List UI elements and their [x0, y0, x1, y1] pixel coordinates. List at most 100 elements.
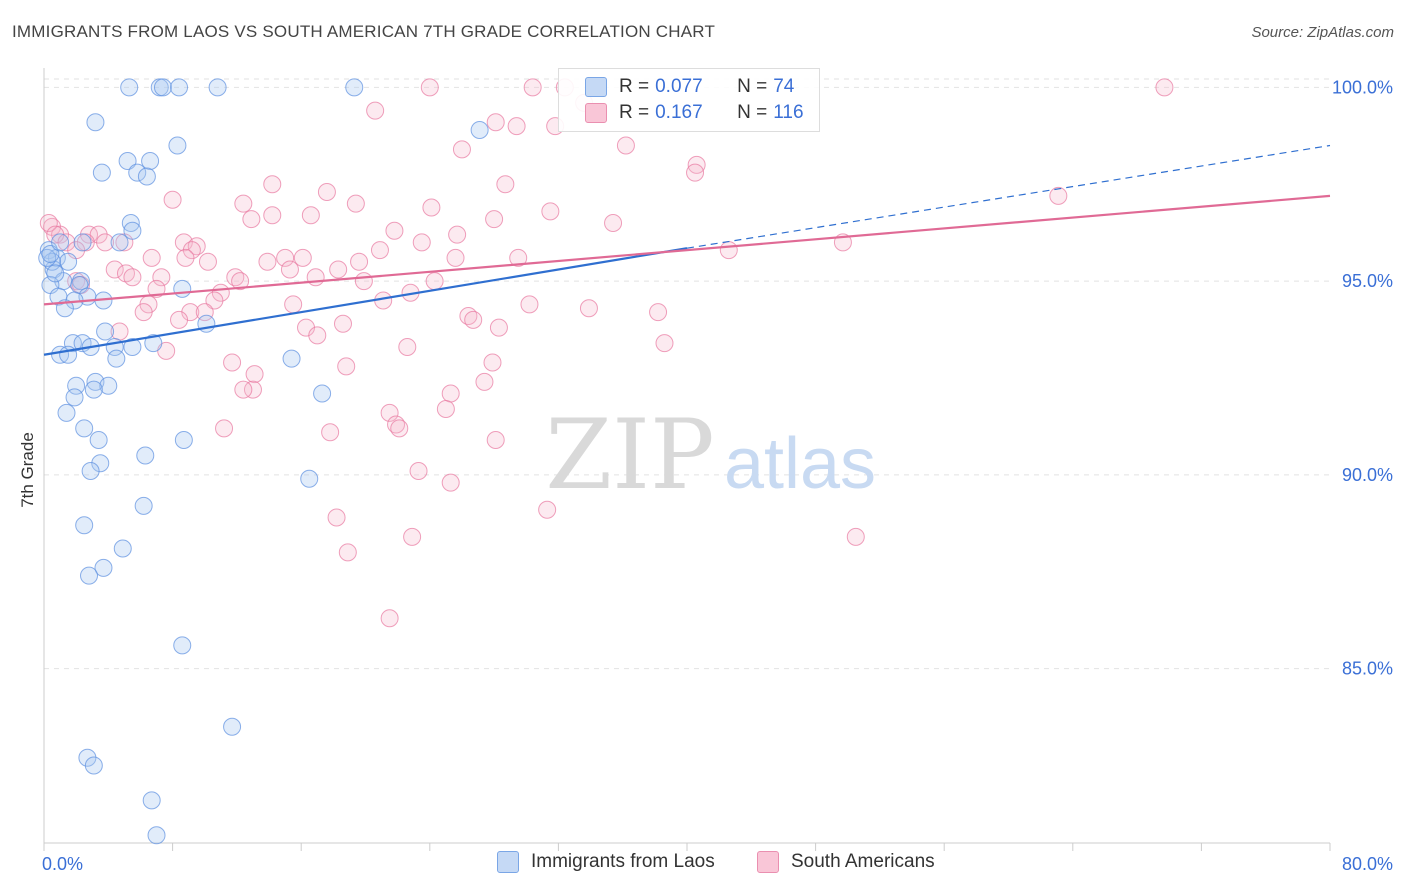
point-0-9 [141, 152, 160, 170]
series-laos-points [38, 78, 489, 845]
point-0-64 [41, 245, 60, 263]
point-0-49 [75, 419, 94, 438]
point-1-13 [496, 175, 515, 194]
point-1-77 [483, 353, 502, 372]
tick-labels: 85.0% 90.0% 95.0% 100.0% 0.0% 80.0% [42, 77, 1393, 874]
point-1-105 [242, 210, 261, 229]
point-1-36 [370, 241, 389, 260]
trend-line-0 [43, 247, 688, 356]
point-0-65 [173, 636, 192, 655]
legend-n-value: 116 [773, 102, 804, 123]
x-tick-label-min: 0.0% [42, 854, 83, 874]
point-0-46 [313, 384, 332, 403]
point-0-57 [75, 516, 94, 535]
point-1-30 [448, 225, 467, 244]
point-1-83 [441, 384, 460, 403]
point-1-16 [1049, 186, 1068, 205]
point-1-19 [346, 194, 365, 213]
point-0-3 [170, 78, 189, 97]
legend-row-south-americans: R = 0.167 N = 116 [585, 100, 804, 126]
point-0-7 [168, 136, 187, 155]
trend-lines [43, 144, 1331, 356]
point-1-96 [846, 527, 865, 546]
point-1-79 [245, 365, 264, 384]
point-1-50 [306, 268, 325, 287]
point-1-48 [123, 268, 142, 287]
point-0-31 [96, 322, 115, 341]
point-0-40 [107, 349, 126, 368]
watermark: ZIP atlas [545, 399, 876, 511]
trend-line-1 [43, 194, 1331, 306]
point-0-14 [121, 214, 140, 232]
bottom-legend-label-laos: Immigrants from Laos [531, 851, 715, 872]
legend-n-label: N = [737, 76, 768, 97]
point-1-73 [655, 334, 674, 353]
point-0-51 [174, 431, 193, 449]
point-1-41 [142, 248, 161, 267]
point-1-81 [234, 380, 253, 399]
point-1-67 [464, 310, 483, 329]
point-0-55 [300, 469, 319, 488]
point-1-23 [485, 210, 504, 229]
point-1-74 [398, 338, 417, 356]
point-1-99 [39, 214, 58, 232]
point-1-21 [263, 206, 282, 225]
point-1-64 [649, 303, 668, 322]
bottom-legend-laos: Immigrants from Laos [497, 851, 715, 873]
point-1-18 [234, 194, 253, 213]
point-1-15 [317, 183, 336, 201]
watermark-zip: ZIP [545, 399, 714, 511]
point-0-53 [91, 454, 110, 473]
point-0-56 [134, 496, 153, 515]
point-1-68 [333, 314, 352, 333]
point-0-58 [113, 539, 132, 558]
point-1-1 [523, 78, 542, 97]
series-south-americans-points [39, 78, 1174, 628]
legend-r-value: 0.167 [655, 102, 703, 123]
point-1-12 [686, 163, 705, 182]
point-0-48 [57, 403, 76, 422]
point-1-43 [198, 252, 217, 271]
chart-title: IMMIGRANTS FROM LAOS VS SOUTH AMERICAN 7… [12, 22, 716, 41]
y-tick-label-2: 95.0% [1342, 271, 1393, 291]
point-0-71 [73, 233, 92, 252]
point-1-61 [134, 303, 153, 322]
point-0-59 [94, 558, 113, 577]
legend: R = 0.077 N = 74 R = 0.167 N = 116 [558, 68, 820, 132]
point-1-87 [390, 419, 409, 438]
point-0-4 [208, 78, 227, 97]
point-1-78 [337, 357, 356, 376]
point-0-28 [173, 279, 192, 298]
point-1-44 [280, 260, 299, 279]
point-1-71 [308, 326, 327, 345]
point-0-54 [81, 462, 100, 480]
legend-r-value: 0.077 [655, 76, 703, 97]
point-1-59 [284, 295, 303, 314]
point-1-29 [412, 233, 431, 252]
bottom-legend-swatch-laos [497, 851, 519, 873]
point-1-98 [380, 609, 399, 628]
point-1-107 [541, 202, 560, 221]
point-1-84 [380, 403, 399, 422]
point-0-69 [142, 791, 161, 810]
point-0-11 [128, 163, 147, 182]
point-0-8 [118, 152, 137, 170]
point-0-15 [123, 221, 142, 240]
point-1-90 [486, 431, 505, 449]
point-0-37 [123, 338, 142, 356]
point-1-114 [520, 295, 539, 314]
legend-row-laos: R = 0.077 N = 74 [585, 74, 794, 100]
point-1-11 [687, 155, 706, 174]
point-1-112 [425, 272, 444, 291]
point-0-12 [137, 167, 156, 186]
point-1-40 [509, 248, 528, 267]
point-1-94 [327, 508, 346, 527]
point-1-111 [329, 260, 348, 279]
point-0-52 [136, 446, 155, 465]
point-1-57 [205, 291, 224, 310]
point-1-97 [338, 543, 357, 562]
y-tick-label-0: 85.0% [1342, 659, 1393, 679]
point-1-63 [195, 303, 214, 322]
point-1-91 [409, 462, 428, 480]
legend-n-label: N = [737, 102, 768, 123]
